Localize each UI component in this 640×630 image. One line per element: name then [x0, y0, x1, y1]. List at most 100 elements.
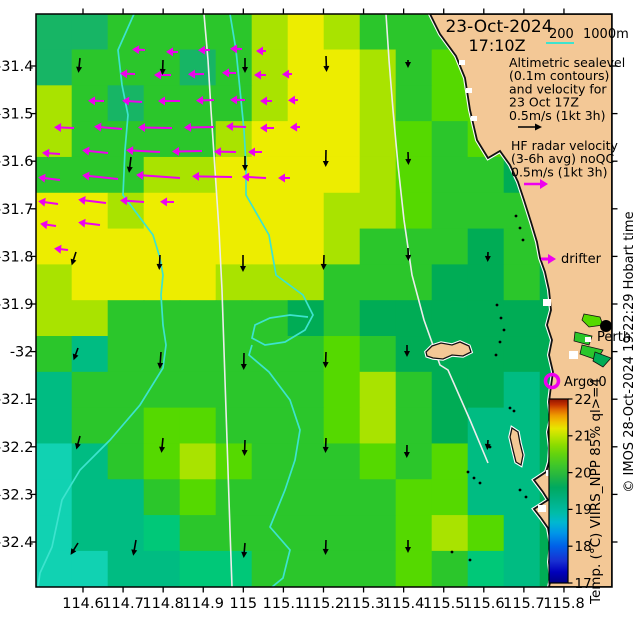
- drifter-arrow-head: [548, 254, 556, 264]
- x-tick-label: 114.6: [62, 596, 104, 612]
- altimetric-velocity-arrow-head: [242, 165, 248, 171]
- sst-cell: [36, 479, 73, 516]
- sst-cell: [395, 550, 433, 587]
- hf-radar-velocity-arrow-head: [38, 173, 46, 183]
- hf-legend-line: HF radar velocity: [511, 138, 619, 153]
- sst-cell: [179, 515, 217, 552]
- sst-cell: [287, 228, 325, 265]
- hf-legend-line: (3-6h avg) noQC: [511, 151, 614, 166]
- data-gap: [459, 60, 465, 65]
- alt-legend-line: 0.5m/s (1kt 3h): [509, 108, 605, 123]
- hf-radar-velocity-arrow-head: [248, 147, 255, 157]
- sst-cell: [107, 515, 145, 552]
- track-dot: [502, 328, 506, 332]
- sst-cell: [287, 550, 325, 587]
- sst-cell: [71, 479, 109, 516]
- sst-cell: [359, 300, 397, 337]
- y-tick-label: -31.6: [0, 154, 34, 170]
- hf-radar-velocity-arrow-head: [42, 148, 50, 158]
- x-tick-label: 115.4: [383, 596, 425, 612]
- track-dot: [524, 495, 528, 499]
- sst-cell: [179, 49, 217, 86]
- sst-cell: [467, 156, 505, 194]
- sst-cell: [36, 49, 73, 86]
- sst-cell: [71, 371, 109, 409]
- sst-cell: [431, 85, 469, 122]
- velocity-overlays: [38, 44, 528, 562]
- sst-cell: [287, 371, 325, 409]
- sst-cell: [251, 85, 289, 122]
- sst-cell: [467, 300, 505, 337]
- drifter-label: drifter: [561, 252, 602, 267]
- hf-radar-velocity-arrow-head: [138, 123, 146, 133]
- sst-cell: [395, 156, 433, 194]
- colorbar-title: Temp. (°C) VIIRS_NPP 85% ql>=4: [588, 378, 604, 605]
- sst-cell: [179, 300, 217, 337]
- sst-cell: [359, 228, 397, 265]
- argo-float-icon: [543, 372, 561, 390]
- sst-cell: [251, 407, 289, 445]
- sst-cell: [143, 479, 181, 516]
- hf-radar-velocity-arrow-head: [192, 171, 200, 181]
- track-dot: [514, 214, 518, 218]
- sst-cell: [215, 336, 253, 373]
- sst-cell: [431, 479, 469, 516]
- hf-radar-velocity-arrow-head: [214, 147, 222, 157]
- y-tick-label: -32.4: [0, 535, 34, 551]
- sst-cell: [431, 300, 469, 337]
- hf-radar-velocity-arrow: [85, 149, 109, 154]
- track-dot: [495, 303, 499, 307]
- island: [509, 426, 524, 467]
- argo-marker-group: Argo 0: [543, 372, 607, 390]
- sst-cell: [36, 407, 73, 445]
- altimetric-velocity-arrow-head: [320, 263, 327, 270]
- sst-cell: [359, 264, 397, 301]
- sst-cell: [107, 228, 145, 265]
- sst-cell: [71, 407, 109, 445]
- sst-cell: [71, 228, 109, 265]
- hf-radar-velocity-arrow-head: [288, 95, 296, 105]
- perth-marker-group: Perth: [597, 320, 631, 345]
- sst-cell: [287, 407, 325, 445]
- track-dot: [472, 476, 476, 480]
- y-tick-label: -31.4: [0, 59, 34, 75]
- sst-cell: [395, 479, 433, 516]
- sst-cell: [323, 479, 361, 516]
- x-tick-label: 115.8: [543, 596, 585, 612]
- y-tick-label: -32.1: [0, 392, 34, 408]
- hf-radar-velocity-arrow-head: [154, 70, 161, 80]
- sst-cell: [71, 550, 109, 587]
- hf-radar-velocity-arrow-head: [126, 146, 134, 156]
- sst-cell: [323, 121, 361, 158]
- sst-cell: [215, 371, 253, 409]
- sst-cell: [107, 443, 145, 480]
- altimetric-velocity-arrow-head: [322, 160, 329, 167]
- x-tick-label: 114.8: [142, 596, 184, 612]
- data-gap: [538, 505, 546, 512]
- sst-cell: [359, 443, 397, 480]
- sst-cell: [467, 371, 505, 409]
- hf-radar-velocity-arrow-head: [188, 69, 196, 79]
- sst-cell: [143, 515, 181, 552]
- altimetric-velocity-arrow-head: [484, 255, 491, 262]
- sst-cell: [36, 515, 73, 552]
- sst-cell: [71, 85, 109, 122]
- sst-cell: [143, 192, 181, 230]
- altimetric-velocity-arrow-head: [405, 62, 411, 68]
- sst-cell: [287, 515, 325, 552]
- data-gap: [569, 351, 578, 359]
- hf-radar-velocity-arrow-head: [166, 47, 174, 57]
- sst-cell: [323, 14, 361, 51]
- credit-text: © IMOS 28-Oct-2024 19:22:29 Hobart time: [622, 211, 637, 492]
- sst-cell: [179, 550, 217, 587]
- x-tick-label: 115.7: [503, 596, 545, 612]
- hf-radar-velocity-arrow-head: [132, 45, 140, 55]
- sst-cell: [36, 156, 73, 194]
- sst-cell: [36, 300, 73, 337]
- sst-cell: [179, 14, 217, 51]
- hf-radar-velocity-arrow: [81, 199, 107, 204]
- sst-cell: [179, 192, 217, 230]
- altimetric-velocity-arrow-head: [241, 449, 248, 456]
- hf-radar-velocity-arrow-head: [256, 46, 263, 56]
- sst-cell: [431, 192, 469, 230]
